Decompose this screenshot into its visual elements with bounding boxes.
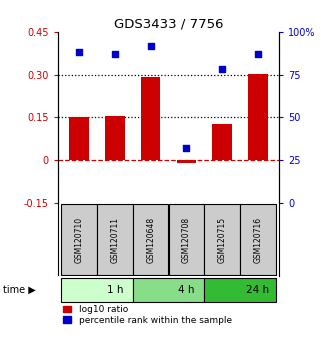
Bar <box>141 77 160 160</box>
Text: GSM120715: GSM120715 <box>218 217 227 263</box>
Legend: log10 ratio, percentile rank within the sample: log10 ratio, percentile rank within the … <box>62 304 233 326</box>
Point <box>112 51 117 57</box>
Text: GSM120716: GSM120716 <box>253 217 262 263</box>
Text: GSM120710: GSM120710 <box>75 217 84 263</box>
FancyBboxPatch shape <box>204 278 276 302</box>
FancyBboxPatch shape <box>133 278 204 302</box>
Text: 4 h: 4 h <box>178 285 195 295</box>
Bar <box>105 116 125 160</box>
FancyBboxPatch shape <box>61 204 97 275</box>
Bar <box>69 118 89 160</box>
FancyBboxPatch shape <box>204 204 240 275</box>
Bar <box>248 74 268 160</box>
Text: time ▶: time ▶ <box>3 285 36 295</box>
Bar <box>212 124 232 160</box>
Text: GSM120648: GSM120648 <box>146 217 155 263</box>
Bar <box>177 160 196 163</box>
Text: 1 h: 1 h <box>107 285 123 295</box>
FancyBboxPatch shape <box>61 278 133 302</box>
Text: 24 h: 24 h <box>246 285 269 295</box>
Text: GSM120708: GSM120708 <box>182 217 191 263</box>
Point <box>148 43 153 48</box>
FancyBboxPatch shape <box>97 204 133 275</box>
FancyBboxPatch shape <box>133 204 169 275</box>
Point <box>255 51 260 57</box>
Point <box>220 67 225 72</box>
Text: GSM120711: GSM120711 <box>110 217 119 263</box>
Point <box>184 145 189 151</box>
FancyBboxPatch shape <box>169 204 204 275</box>
Title: GDS3433 / 7756: GDS3433 / 7756 <box>114 18 223 31</box>
FancyBboxPatch shape <box>240 204 276 275</box>
Point <box>77 50 82 55</box>
